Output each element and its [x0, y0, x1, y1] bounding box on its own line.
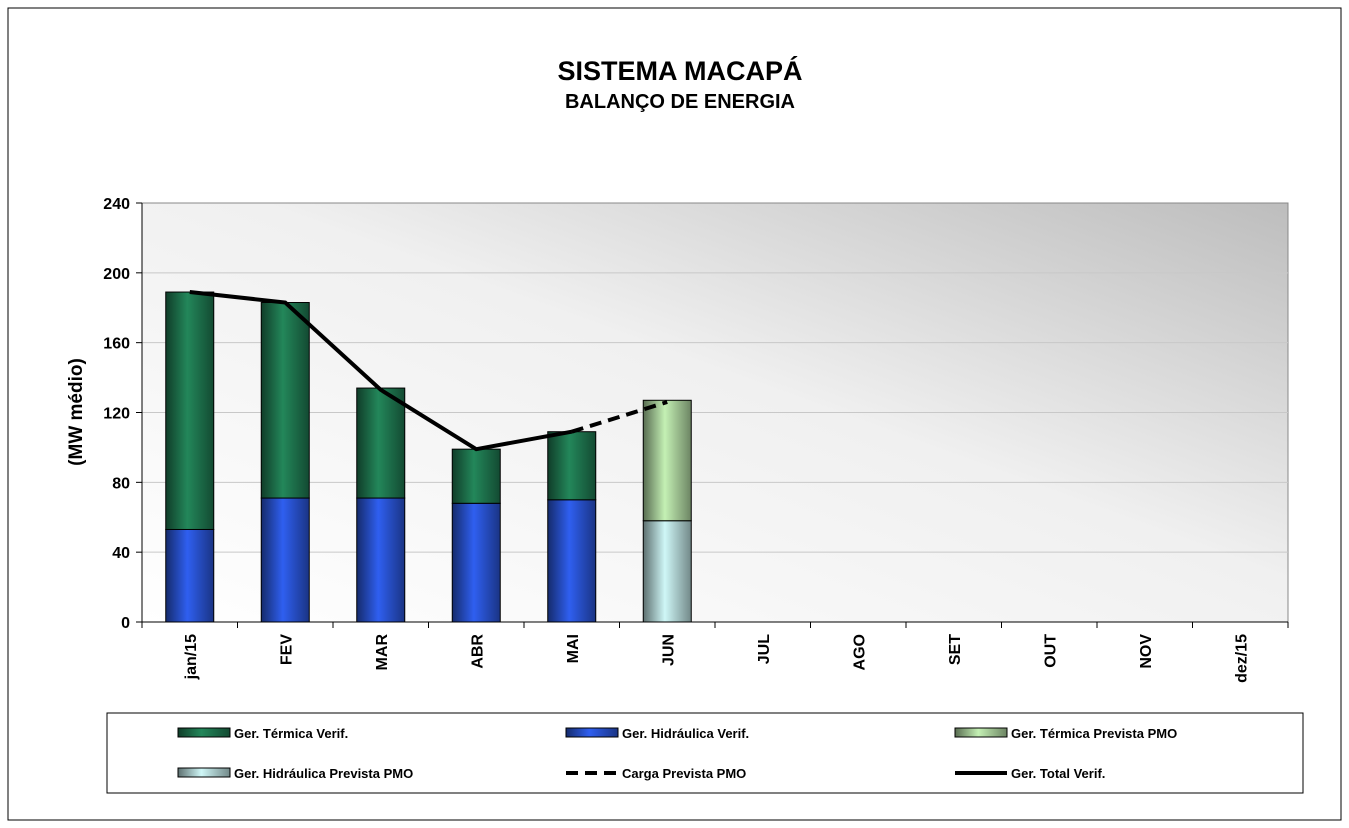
bar-segment — [165, 291, 215, 530]
y-tick-label: 240 — [103, 196, 130, 213]
legend-swatch — [954, 727, 1008, 738]
bar-segment — [165, 528, 215, 623]
x-tick-label: dez/15 — [1233, 634, 1250, 683]
x-tick-label: MAI — [565, 634, 582, 663]
x-tick-label: OUT — [1042, 634, 1059, 668]
y-axis-label: (MW médio) — [66, 358, 87, 466]
bar-segment — [642, 520, 692, 623]
legend-label: Ger. Hidráulica Prevista PMO — [234, 766, 413, 781]
x-tick-label: JUL — [756, 634, 773, 664]
bar-segment — [356, 497, 406, 623]
legend-swatch — [565, 727, 619, 738]
chart-subtitle: BALANÇO DE ENERGIA — [565, 91, 795, 113]
y-tick-label: 200 — [103, 266, 130, 283]
bar-segment — [547, 431, 597, 501]
legend-label: Ger. Térmica Verif. — [234, 726, 348, 741]
legend-label: Ger. Hidráulica Verif. — [622, 726, 749, 741]
x-tick-label: NOV — [1138, 634, 1155, 669]
y-tick-label: 120 — [103, 406, 130, 423]
legend-label: Carga Prevista PMO — [622, 766, 746, 781]
bar-segment — [451, 502, 501, 623]
x-tick-label: SET — [947, 634, 964, 665]
y-tick-label: 160 — [103, 336, 130, 353]
line-series — [571, 400, 668, 434]
chart-title: SISTEMA MACAPÁ — [557, 55, 802, 86]
x-tick-label: FEV — [278, 634, 295, 665]
bar-segment — [260, 302, 310, 499]
x-tick-label: jan/15 — [183, 634, 200, 680]
x-tick-label: AGO — [851, 634, 868, 670]
x-tick-label: ABR — [469, 634, 486, 669]
bar-segment — [356, 387, 406, 499]
legend-swatch — [177, 767, 231, 778]
x-tick-label: MAR — [374, 634, 391, 671]
bar-segment — [547, 499, 597, 623]
y-tick-label: 80 — [112, 475, 130, 492]
legend-swatch — [177, 727, 231, 738]
x-tick-label: JUN — [660, 634, 677, 666]
line-series — [189, 290, 573, 452]
bar-segment — [642, 399, 692, 522]
bar-segment — [260, 497, 310, 623]
legend — [106, 712, 1304, 794]
bar-segment — [451, 448, 501, 504]
y-tick-label: 40 — [112, 545, 130, 562]
legend-label: Ger. Total Verif. — [1011, 766, 1105, 781]
y-tick-label: 0 — [121, 615, 130, 632]
legend-label: Ger. Térmica Prevista PMO — [1011, 726, 1177, 741]
